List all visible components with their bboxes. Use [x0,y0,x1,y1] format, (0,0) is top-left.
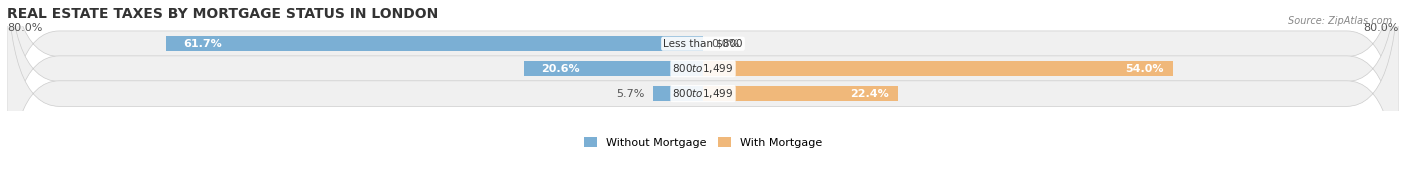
Text: Less than $800: Less than $800 [664,39,742,49]
Legend: Without Mortgage, With Mortgage: Without Mortgage, With Mortgage [579,132,827,152]
Text: 80.0%: 80.0% [7,23,42,33]
Text: 61.7%: 61.7% [184,39,222,49]
Text: $800 to $1,499: $800 to $1,499 [672,62,734,75]
Bar [654,86,703,101]
Text: Source: ZipAtlas.com: Source: ZipAtlas.com [1288,16,1392,26]
Text: 54.0%: 54.0% [1126,64,1164,74]
FancyBboxPatch shape [7,0,1399,181]
Bar [524,61,703,76]
Text: 80.0%: 80.0% [1364,23,1399,33]
FancyBboxPatch shape [7,0,1399,195]
Text: $800 to $1,499: $800 to $1,499 [672,87,734,100]
Text: 20.6%: 20.6% [541,64,579,74]
Text: REAL ESTATE TAXES BY MORTGAGE STATUS IN LONDON: REAL ESTATE TAXES BY MORTGAGE STATUS IN … [7,7,439,21]
Bar [166,36,703,51]
Text: 0.0%: 0.0% [711,39,740,49]
Text: 5.7%: 5.7% [616,89,645,99]
Bar [703,61,1173,76]
Bar [703,86,898,101]
Text: 22.4%: 22.4% [851,89,889,99]
FancyBboxPatch shape [7,0,1399,195]
